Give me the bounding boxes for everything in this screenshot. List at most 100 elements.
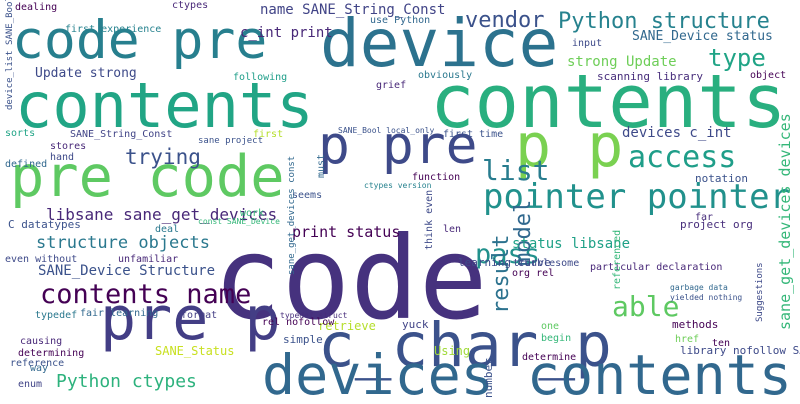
word: sane project [198, 136, 263, 146]
word: far [695, 212, 713, 223]
word: determine [522, 352, 576, 363]
word: contents name [40, 279, 251, 310]
word: SANE_Device status [632, 29, 773, 44]
word: library nofollow SANE [680, 344, 800, 357]
word: href [675, 334, 699, 345]
word: scanning library [597, 70, 703, 83]
word: pass [475, 239, 540, 270]
word: access [628, 140, 736, 175]
word: vendor [465, 8, 544, 33]
word: methods [672, 318, 718, 331]
word: first time [443, 129, 503, 140]
word: result [489, 235, 514, 314]
word: libsane sane_get_devices [46, 205, 277, 224]
word: p p [515, 111, 623, 181]
word: dealing [15, 2, 57, 13]
word: SANE_Status [155, 344, 234, 358]
word: work [240, 208, 264, 219]
word: sane_get_devices const [287, 156, 297, 275]
word: p pre [318, 115, 478, 176]
word: code [213, 212, 488, 345]
word: way [30, 363, 48, 374]
word: hand [50, 152, 74, 163]
word: structure objects [36, 233, 210, 253]
word: pointer pointer [483, 177, 790, 217]
word: devices contents [262, 343, 792, 400]
word: particular declaration [590, 262, 722, 273]
word: trying [125, 145, 201, 169]
word: seems [292, 190, 322, 201]
word: format [181, 310, 217, 321]
word: even without [5, 254, 77, 265]
word: retrieve [318, 319, 376, 333]
word: use Python [370, 15, 430, 26]
word: name SANE_String_Const [260, 2, 445, 18]
word: SANE_String_Const [70, 129, 172, 140]
word: fair learning [80, 308, 158, 319]
word: simple [283, 333, 323, 346]
word: Using [434, 344, 470, 358]
word: able [612, 290, 679, 323]
word: contents [15, 69, 314, 142]
word: sorts [5, 128, 35, 139]
word: learning curve [458, 256, 551, 269]
word: model [511, 200, 536, 266]
word: device [320, 5, 558, 82]
word: project org [680, 218, 753, 231]
word: print status [292, 223, 400, 241]
word: pre code [10, 144, 285, 210]
word: SANE_Device Structure [38, 263, 215, 279]
word: contents [430, 59, 786, 145]
word: stores [50, 141, 86, 152]
word: troublesome [513, 258, 579, 269]
word: rel nofollow [262, 317, 335, 328]
word: defined [5, 159, 47, 170]
word: typedef struct [280, 311, 348, 320]
word: first [253, 129, 283, 140]
word: referenced [612, 230, 623, 290]
word: number [482, 358, 495, 398]
word: unfamiliar [118, 254, 178, 265]
word: org rel [512, 268, 554, 279]
word: SANE_Bool local_only [338, 126, 435, 135]
word: input [572, 38, 602, 49]
word: Update strong [35, 66, 137, 81]
word: yuck [402, 318, 429, 331]
word: ctypes [172, 0, 208, 11]
word: obviously [418, 70, 472, 81]
word: following [233, 72, 287, 83]
word: list [482, 154, 549, 187]
word: ten [712, 338, 730, 349]
word: devices c_int [622, 125, 732, 141]
word: first experience [65, 24, 161, 35]
word: enum [18, 379, 42, 390]
word: device_list SANE_Bool [5, 0, 15, 110]
word: C datatypes [8, 218, 81, 231]
word: must [316, 154, 327, 178]
word: garbage data [670, 283, 728, 292]
word: status libsane [512, 236, 630, 252]
word: grief [376, 80, 406, 91]
word: think even [424, 190, 435, 250]
word: pre p [100, 284, 281, 354]
word: len [443, 224, 461, 235]
word: begin [541, 333, 571, 344]
word: code pre [12, 10, 267, 71]
word: type [708, 44, 766, 72]
word: sane_get_devices devices [776, 113, 794, 330]
word: strong Update [567, 54, 677, 70]
word: yielded nothing [670, 293, 742, 302]
word: one [541, 321, 559, 332]
word: c_char_p [318, 310, 612, 381]
word: Suggestions [755, 262, 765, 322]
word: const SANE_Device [198, 217, 280, 226]
word: reference [10, 358, 64, 369]
word: c_int print [240, 25, 333, 41]
word: causing [20, 336, 62, 347]
word: notation [695, 172, 748, 185]
word: typedef [35, 310, 77, 321]
word: determining [18, 348, 84, 359]
word: ctypes version [364, 181, 432, 190]
